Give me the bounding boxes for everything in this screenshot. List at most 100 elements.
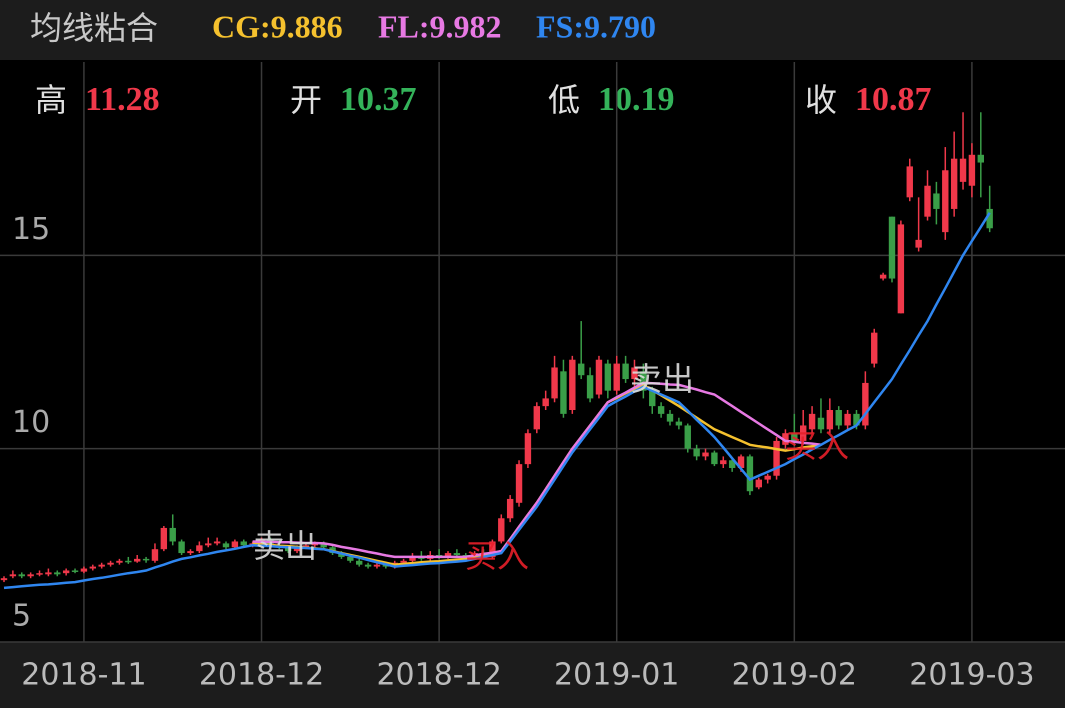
candle-body: [924, 185, 931, 217]
y-tick-label: 15: [12, 212, 50, 247]
candle-body: [320, 543, 327, 548]
x-tick-label: 2019-03: [909, 658, 1034, 693]
signal-annotation: 买入: [785, 427, 849, 465]
x-tick-label: 2018-12: [199, 658, 324, 693]
candle-body: [604, 363, 612, 391]
candle-body: [950, 158, 958, 209]
candle-body: [293, 547, 301, 552]
candle-body: [45, 572, 52, 575]
candle-body: [71, 570, 79, 572]
candle-body: [356, 560, 363, 565]
candle-body: [160, 527, 168, 550]
candle-body: [524, 433, 532, 465]
y-tick-label: 5: [12, 599, 31, 634]
candle-body: [640, 371, 647, 391]
candle-body: [844, 413, 851, 426]
candle-body: [746, 456, 754, 492]
info-label: 低: [548, 81, 580, 119]
candle-body: [489, 541, 496, 557]
candle-body: [817, 417, 825, 430]
candle-body: [364, 564, 372, 567]
candle-body: [560, 371, 567, 414]
candle-body: [515, 464, 523, 503]
candle-body: [773, 440, 780, 476]
candle-body: [728, 460, 736, 468]
candle-body: [240, 541, 247, 546]
candle-body: [231, 541, 239, 548]
candle-body: [800, 425, 807, 441]
candle-body: [853, 413, 860, 426]
candle-body: [835, 410, 842, 426]
x-tick-label: 2019-01: [554, 658, 679, 693]
candle-body: [80, 568, 88, 572]
candle-body: [284, 547, 292, 552]
chart-title: 均线粘合: [30, 9, 158, 47]
candle-body: [89, 566, 96, 569]
candle-body: [631, 367, 638, 380]
candle-body: [311, 543, 318, 546]
candle-body: [178, 541, 185, 554]
candle-body: [782, 433, 789, 445]
legend-entry: FL:9.982: [378, 8, 502, 44]
candle-body: [862, 382, 869, 426]
candle-body: [693, 448, 700, 457]
candle-body: [933, 193, 940, 209]
candle-body: [0, 578, 8, 581]
candle-body: [98, 564, 105, 567]
candle-body: [915, 239, 922, 248]
legend-entry: FS:9.790: [536, 8, 656, 44]
candle-body: [578, 363, 585, 376]
candle-body: [622, 363, 629, 380]
candle-body: [791, 433, 798, 441]
candle-body: [986, 208, 993, 229]
candle-body: [826, 410, 834, 430]
signal-annotation: 买入: [465, 537, 529, 575]
candle-body: [649, 390, 656, 407]
candle-body: [205, 543, 212, 546]
candle-body: [551, 367, 558, 399]
candle-body: [506, 498, 514, 519]
y-tick-label: 10: [12, 405, 50, 440]
candle-body: [134, 558, 141, 562]
candle-body: [569, 359, 576, 410]
candle-body: [657, 406, 665, 414]
candle-body: [196, 545, 203, 552]
x-tick-label: 2019-02: [732, 658, 857, 693]
info-label: 开: [290, 81, 322, 119]
candle-body: [737, 456, 745, 468]
candle-body: [338, 553, 345, 557]
candle-body: [36, 573, 43, 575]
candle-body: [888, 216, 896, 279]
candle-body: [151, 549, 159, 561]
candle-body: [711, 452, 718, 465]
candle-body: [444, 553, 452, 557]
candle-body: [764, 475, 771, 480]
candle-body: [347, 556, 354, 561]
legend-entry: CG:9.886: [212, 8, 343, 44]
candle-body: [897, 224, 905, 314]
candle-body: [498, 518, 505, 542]
candle-body: [213, 541, 221, 544]
candle-body: [675, 421, 683, 426]
candle-body: [400, 560, 407, 563]
candle-body: [18, 574, 25, 577]
header-bar: [0, 0, 1065, 60]
candle-body: [409, 556, 416, 561]
ma-line: [252, 381, 822, 559]
candle-body: [187, 551, 194, 554]
candle-body: [382, 564, 390, 567]
info-value: 11.28: [85, 81, 160, 118]
candle-body: [755, 479, 762, 488]
info-value: 10.87: [855, 81, 932, 118]
candle-body: [302, 545, 310, 548]
candle-body: [906, 166, 913, 198]
candle-body: [54, 572, 61, 575]
candle-body: [222, 543, 230, 548]
x-tick-label: 2018-11: [21, 658, 146, 693]
candle-body: [125, 560, 132, 563]
candle-body: [684, 425, 691, 449]
candle-body: [62, 570, 70, 574]
ma-line: [3, 212, 991, 590]
candle-body: [942, 170, 949, 233]
